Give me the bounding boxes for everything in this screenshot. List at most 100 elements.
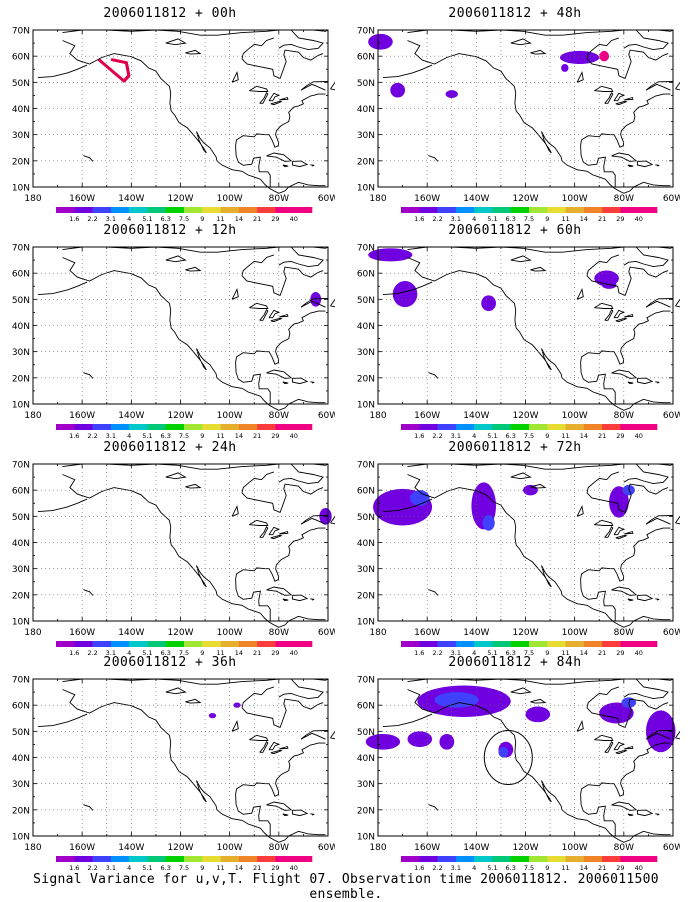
colorbar-swatch: [401, 856, 420, 862]
colorbar-swatch: [165, 856, 185, 862]
panel-00h: 2006011812 + 00h 70N 60N 50N 40N 30N 20N 10N 18…: [5, 6, 335, 221]
colorbar-swatch: [602, 207, 621, 213]
signal-patch: [392, 281, 418, 308]
colorbar: 1.6 2.2 3.1 4 5.1 6.3 7.5 9 11 14 21 29 40: [401, 641, 658, 655]
colorbar-swatch: [419, 424, 438, 430]
lon-label: 120W: [512, 628, 538, 638]
colorbar-swatch: [474, 424, 493, 430]
colorbar-label: 9: [545, 432, 549, 438]
observation-point: [110, 58, 114, 62]
lat-label: 70N: [12, 461, 30, 471]
colorbar-swatch: [184, 424, 203, 430]
lon-label: 120W: [512, 843, 538, 853]
colorbar: 1.6 2.2 3.1 4 5.1 6.3 7.5 9 11 14 21 29 40: [401, 424, 658, 438]
colorbar-label: 4: [127, 432, 131, 438]
colorbar-swatch: [437, 856, 457, 862]
colorbar-swatch: [202, 641, 221, 647]
colorbar: 1.6 2.2 3.1 4 5.1 6.3 7.5 9 11 14 21 29 40: [56, 856, 313, 870]
colorbar-swatch: [92, 207, 112, 213]
lat-label: 50N: [12, 513, 30, 523]
lat-label: 70N: [12, 676, 30, 686]
lat-label: 60N: [357, 487, 375, 497]
signal-patches: [310, 292, 322, 307]
lon-label: 60W: [663, 411, 680, 421]
colorbar-swatch: [547, 856, 566, 862]
colorbar: 1.6 2.2 3.1 4 5.1 6.3 7.5 9 11 14 21 29 40: [401, 207, 658, 221]
colorbar-label: 40: [290, 215, 298, 221]
lon-label: 160W: [69, 843, 95, 853]
colorbar-label: 6.3: [506, 432, 516, 438]
lat-label: 40N: [12, 754, 30, 764]
colorbar-label: 3.1: [106, 215, 116, 221]
lon-label: 180: [369, 411, 386, 421]
colorbar: 1.6 2.2 3.1 4 5.1 6.3 7.5 9 11 14 21 29 40: [56, 641, 313, 655]
lon-label: 140W: [118, 194, 144, 204]
colorbar-swatch: [184, 207, 203, 213]
colorbar-swatch: [455, 207, 475, 213]
lat-label: 30N: [12, 131, 30, 141]
colorbar-label: 11: [561, 432, 569, 438]
colorbar-swatch: [583, 424, 603, 430]
colorbar-swatch: [56, 207, 75, 213]
colorbar-label: 11: [561, 649, 569, 655]
colorbar-swatch: [293, 856, 313, 862]
colorbar-label: 3.1: [451, 432, 461, 438]
colorbar-swatch: [638, 856, 658, 862]
colorbar-swatch: [165, 424, 185, 430]
colorbar-swatch: [110, 207, 130, 213]
colorbar-swatch: [638, 641, 658, 647]
colorbar-swatch: [92, 641, 112, 647]
signal-patch: [208, 713, 217, 719]
lon-label: 120W: [512, 411, 538, 421]
colorbar-swatch: [401, 207, 420, 213]
colorbar: 1.6 2.2 3.1 4 5.1 6.3 7.5 9 11 14 21 29 40: [56, 207, 313, 221]
colorbar-label: 21: [598, 432, 606, 438]
signal-patches: [373, 482, 635, 531]
colorbar-swatch: [455, 641, 475, 647]
colorbar-swatch: [220, 424, 240, 430]
signal-patch: [407, 731, 433, 748]
colorbar-label: 40: [635, 864, 643, 870]
lon-label: 100W: [562, 194, 588, 204]
lat-label: 40N: [357, 754, 375, 764]
lon-label: 60W: [318, 194, 335, 204]
colorbar-swatch: [202, 424, 221, 430]
colorbar-swatch: [620, 207, 640, 213]
lat-label: 20N: [357, 374, 375, 384]
colorbar-label: 40: [635, 432, 643, 438]
lat-label: 50N: [12, 728, 30, 738]
lon-label: 120W: [167, 628, 193, 638]
signal-patch: [482, 515, 495, 531]
colorbar-swatch: [547, 424, 566, 430]
lon-label: 80W: [269, 194, 289, 204]
lat-label: 70N: [357, 676, 375, 686]
colorbar-label: 3.1: [451, 215, 461, 221]
lat-label: 70N: [357, 27, 375, 37]
signal-patch: [609, 486, 629, 518]
lon-label: 60W: [663, 843, 680, 853]
lon-label: 100W: [217, 628, 243, 638]
colorbar-swatch: [147, 207, 167, 213]
colorbar-swatch: [184, 856, 203, 862]
colorbar-label: 29: [271, 649, 279, 655]
panel-title: 2006011812 + 48h: [448, 6, 582, 21]
colorbar-label: 11: [216, 215, 224, 221]
lon-label: 180: [369, 843, 386, 853]
colorbar-label: 1.6: [69, 864, 79, 870]
colorbar-swatch: [238, 856, 258, 862]
colorbar-swatch: [602, 641, 621, 647]
lat-label: 50N: [357, 513, 375, 523]
lat-label: 20N: [12, 157, 30, 167]
lat-label: 30N: [357, 780, 375, 790]
lat-label: 50N: [12, 79, 30, 89]
lon-label: 60W: [663, 628, 680, 638]
colorbar-swatch: [92, 856, 112, 862]
observation-ring: [97, 58, 131, 83]
colorbar-label: 5.1: [487, 649, 497, 655]
colorbar-label: 40: [290, 432, 298, 438]
signal-patch: [481, 295, 496, 312]
colorbar-swatch: [401, 641, 420, 647]
